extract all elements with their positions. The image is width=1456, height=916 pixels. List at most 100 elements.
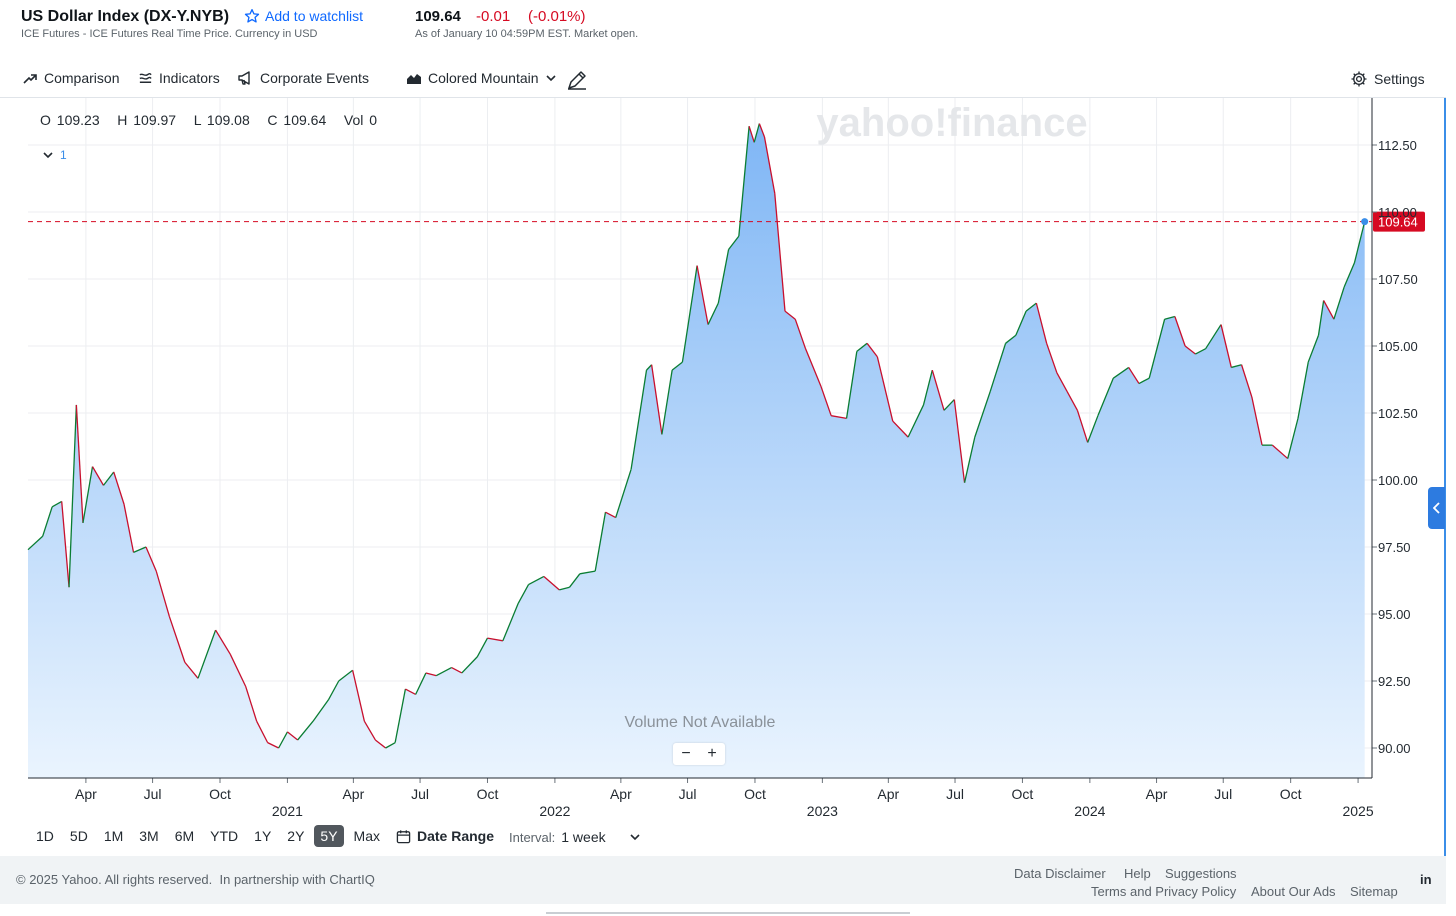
help-link[interactable]: Help [1124, 866, 1151, 881]
x-tick-label: 2022 [539, 803, 570, 819]
x-tick-label: Apr [75, 786, 97, 802]
range-button[interactable]: 3M [139, 828, 159, 844]
current-price: 109.64 [415, 8, 461, 25]
price-segment [352, 670, 365, 722]
price-segment [1323, 300, 1335, 320]
range-button[interactable]: Max [353, 828, 380, 844]
price-segment [425, 672, 437, 677]
price-segment [75, 404, 84, 523]
range-button[interactable]: 5Y [314, 825, 344, 847]
price-line [27, 123, 1366, 749]
price-segment [1184, 345, 1196, 355]
price-segment [1097, 377, 1114, 416]
draw-button[interactable] [566, 70, 588, 90]
price-segment [1271, 444, 1289, 460]
y-tick-label: 102.50 [1378, 406, 1418, 421]
price-segment [1333, 286, 1345, 320]
scroll-indicator [546, 912, 910, 914]
range-button[interactable]: 1M [103, 828, 124, 844]
y-tick-label: 100.00 [1378, 473, 1418, 488]
zoom-out-button[interactable]: − [681, 745, 691, 762]
comparison-icon [23, 74, 37, 84]
interval-selector[interactable]: Interval: 1 week [509, 829, 641, 845]
quote-title: US Dollar Index (DX-Y.NYB) [21, 8, 230, 25]
add-to-watchlist-button[interactable]: Add to watchlist [244, 8, 363, 24]
corporate-events-button[interactable]: Corporate Events [237, 70, 369, 86]
pencil-icon [568, 71, 586, 90]
price-segment [605, 511, 617, 519]
gear-icon [1351, 71, 1367, 87]
x-tick-label: Oct [477, 786, 499, 802]
price-segment [543, 575, 560, 591]
price-segment [738, 126, 750, 237]
linkedin-icon[interactable]: in [1420, 872, 1432, 887]
x-tick-label: Oct [744, 786, 766, 802]
x-tick-label: Oct [209, 786, 231, 802]
footer [0, 856, 1446, 904]
date-range-button[interactable]: Date Range [396, 828, 494, 844]
indicators-button[interactable]: Indicators [138, 70, 220, 86]
price-segment [1251, 396, 1263, 446]
y-tick-label: 90.00 [1378, 741, 1411, 756]
price-segment [113, 471, 125, 505]
y-tick-label: 105.00 [1378, 339, 1418, 354]
terms-privacy-link[interactable]: Terms and Privacy Policy [1091, 884, 1237, 899]
panel-collapse-tab[interactable] [1428, 487, 1445, 529]
corporate-events-label: Corporate Events [260, 70, 369, 86]
price-segment [646, 364, 653, 371]
suggestions-link[interactable]: Suggestions [1165, 866, 1237, 881]
add-to-watchlist-label: Add to watchlist [265, 8, 364, 24]
price-segment [728, 235, 740, 250]
price-segment [1297, 361, 1309, 419]
price-segment [758, 123, 766, 138]
data-disclaimer-link[interactable]: Data Disclaimer [1014, 866, 1106, 881]
price-segment [502, 603, 519, 642]
price-segment [1195, 348, 1206, 355]
price-segment [155, 570, 171, 617]
price-segment [594, 512, 607, 572]
chevron-down-icon [630, 834, 640, 841]
x-tick-label: 2023 [807, 803, 838, 819]
comparison-label: Comparison [44, 70, 120, 86]
price-segment [876, 356, 894, 422]
y-tick-label: 92.50 [1378, 674, 1411, 689]
study-toggle[interactable]: 1 [42, 148, 67, 162]
price-segment [1056, 372, 1068, 392]
y-tick-label: 107.50 [1378, 272, 1418, 287]
price-segment [681, 294, 694, 363]
price-segment [922, 369, 933, 406]
zoom-in-button[interactable]: + [707, 745, 717, 762]
range-button[interactable]: 5D [69, 828, 88, 844]
price-segment [784, 310, 796, 320]
price-segment [804, 348, 822, 387]
zoom-controls: − + [673, 743, 725, 765]
range-button[interactable]: YTD [210, 828, 239, 844]
price-area [28, 123, 1365, 779]
settings-button[interactable]: Settings [1350, 70, 1425, 88]
last-price-line: 109.64 [28, 211, 1425, 232]
price-segment [215, 629, 231, 655]
range-button[interactable]: 6M [174, 828, 195, 844]
last-price-label: 109.64 [1378, 215, 1418, 230]
mountain-chart-icon [407, 74, 421, 84]
price-segment [517, 584, 530, 604]
quote-subtitle: ICE Futures - ICE Futures Real Time Pric… [21, 28, 318, 40]
price-change: -0.01 [476, 8, 511, 25]
price-chart[interactable]: yahoo!finance 109.64 90.00 92.50 95.00 97.5… [0, 98, 1444, 820]
sitemap-link[interactable]: Sitemap [1350, 884, 1398, 899]
range-button[interactable]: 1D [36, 828, 54, 844]
x-tick-label: Oct [1012, 786, 1034, 802]
x-tick-label: Jul [1214, 786, 1232, 802]
range-button[interactable]: 2Y [287, 828, 305, 844]
price-segment [229, 653, 247, 687]
range-button[interactable]: 1Y [254, 828, 272, 844]
price-segment [405, 688, 416, 695]
chart-style-dropdown[interactable]: Colored Mountain [406, 70, 557, 86]
toolbar-divider [0, 97, 1446, 98]
price-segment [1240, 364, 1253, 398]
price-segment [1220, 324, 1232, 368]
price-segment [1046, 343, 1058, 374]
about-ads-link[interactable]: About Our Ads [1251, 884, 1336, 899]
comparison-button[interactable]: Comparison [22, 70, 119, 86]
price-segment [1353, 221, 1366, 264]
